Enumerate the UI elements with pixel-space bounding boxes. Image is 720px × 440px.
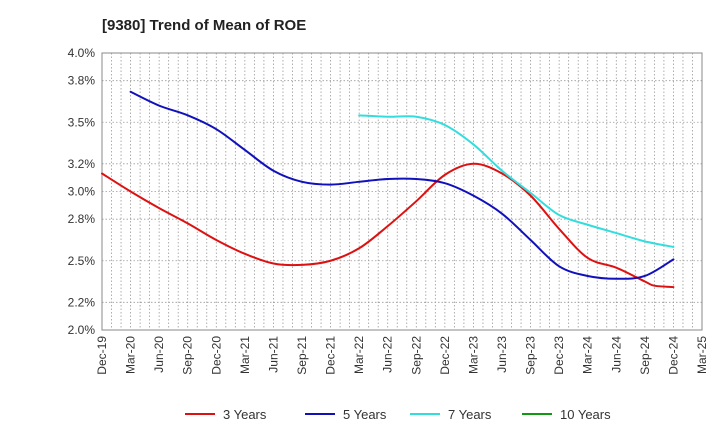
series-lines [101, 90, 675, 289]
x-tick-label: Sep-20 [181, 336, 195, 375]
x-tick-label: Mar-22 [352, 336, 366, 374]
x-tick-label: Jun-22 [381, 336, 395, 373]
x-tick-label: Dec-19 [95, 336, 109, 375]
x-tick-label: Sep-22 [409, 336, 423, 375]
axes [101, 52, 703, 331]
x-tick-label: Mar-20 [124, 336, 138, 374]
x-tick-label: Mar-24 [581, 336, 595, 374]
y-tick-label: 3.5% [68, 115, 96, 129]
legend-label-5-years: 5 Years [343, 407, 387, 422]
plot-border [101, 52, 703, 331]
series-line-7-years [358, 114, 675, 248]
x-tick-label: Dec-24 [666, 336, 680, 375]
series-line-3-years [101, 162, 675, 289]
y-tick-label: 4.0% [68, 46, 96, 60]
x-tick-label: Mar-23 [466, 336, 480, 374]
plot-area [102, 53, 702, 330]
x-axis-tick-labels: Dec-19 Mar-20 Jun-20 Sep-20 Dec-20 Mar-21 Jun-… [95, 336, 709, 375]
legend-label-7-years: 7 Years [448, 407, 492, 422]
chart-title: [9380] Trend of Mean of ROE [102, 17, 306, 34]
y-tick-label: 3.2% [68, 157, 96, 171]
y-tick-label: 2.2% [68, 295, 96, 309]
x-tick-label: Dec-22 [438, 336, 452, 375]
x-tick-label: Jun-23 [495, 336, 509, 373]
y-tick-label: 3.0% [68, 185, 96, 199]
y-tick-label: 2.8% [68, 212, 96, 226]
y-axis-tick-labels: 2.0% 2.2% 2.5% 2.8% 3.0% 3.2% 3.5% 3.8% 4.0% [68, 46, 96, 337]
legend-label-3-years: 3 Years [223, 407, 267, 422]
x-tick-label: Dec-20 [209, 336, 223, 375]
x-tick-label: Mar-25 [695, 336, 709, 374]
y-tick-label: 2.0% [68, 323, 96, 337]
x-tick-label: Dec-21 [324, 336, 338, 375]
x-tick-label: Sep-21 [295, 336, 309, 375]
x-tick-label: Jun-21 [266, 336, 280, 373]
x-tick-label: Jun-24 [609, 336, 623, 373]
x-tick-label: Dec-23 [552, 336, 566, 375]
series-line-5-years [129, 90, 675, 280]
x-tick-label: Sep-24 [638, 336, 652, 375]
legend: 3 Years 5 Years 7 Years 10 Years [185, 407, 611, 422]
y-tick-label: 3.8% [68, 74, 96, 88]
legend-label-10-years: 10 Years [560, 407, 611, 422]
y-tick-label: 2.5% [68, 254, 96, 268]
grid-lines [101, 52, 703, 331]
x-tick-label: Jun-20 [152, 336, 166, 373]
x-tick-label: Sep-23 [524, 336, 538, 375]
x-tick-label: Mar-21 [238, 336, 252, 374]
